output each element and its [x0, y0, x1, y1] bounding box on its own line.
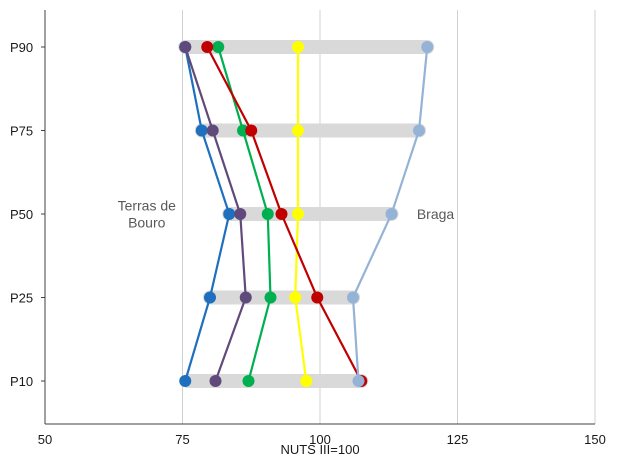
point-series-1-P25 [204, 291, 216, 304]
gridlines [182, 10, 596, 424]
annotation-1-line-2: Bouro [128, 215, 166, 231]
y-tick-label-P25: P25 [10, 291, 33, 306]
point-series-5-P50 [275, 208, 288, 220]
annotation-2-line-1: Braga [417, 206, 455, 222]
y-tick-label-P50: P50 [10, 207, 33, 222]
point-series-1-P75 [195, 124, 208, 137]
point-series-6-P25 [347, 291, 359, 304]
point-series-5-P75 [245, 124, 258, 137]
point-series-5-P90 [201, 41, 214, 53]
point-series-2-P10 [209, 375, 222, 387]
point-series-2-P90 [179, 41, 192, 53]
annotation-1-line-1: Terras de [118, 198, 177, 214]
y-tick-label-P10: P10 [10, 374, 33, 389]
point-series-4-P90 [292, 41, 304, 53]
point-series-6-P90 [421, 41, 434, 53]
point-series-1-P50 [223, 208, 236, 220]
point-series-2-P50 [234, 208, 247, 220]
x-tick-label-150: 150 [584, 432, 606, 447]
y-tick-label-P90: P90 [10, 40, 33, 55]
point-series-3-P25 [264, 291, 277, 304]
x-tick-label-125: 125 [447, 432, 469, 447]
point-series-5-P25 [311, 291, 324, 304]
point-series-6-P75 [413, 124, 425, 137]
point-series-6-P10 [352, 375, 365, 387]
point-series-1-P10 [179, 375, 192, 387]
point-series-2-P75 [206, 124, 219, 137]
x-tick-label-100: 100 [309, 432, 331, 447]
point-series-6-P50 [385, 208, 398, 220]
point-series-3-P90 [212, 41, 225, 53]
y-tick-label-P75: P75 [10, 124, 33, 139]
x-tick-label-50: 50 [38, 432, 52, 447]
point-series-4-P10 [300, 375, 313, 387]
point-series-2-P25 [239, 291, 252, 304]
point-series-4-P25 [289, 291, 302, 304]
point-series-3-P50 [261, 208, 274, 220]
point-series-4-P75 [292, 124, 304, 137]
point-series-3-P10 [242, 375, 255, 387]
point-series-4-P50 [292, 208, 304, 220]
series-points [179, 41, 434, 387]
tick-labels: 50 75 100 125 150 P90 P75 P50 P25 P10 [10, 40, 606, 447]
x-tick-label-75: 75 [175, 432, 189, 447]
point-series-3-P75 [237, 124, 249, 137]
x-axis-label: NUTS III=100 [280, 442, 359, 457]
axes [41, 10, 595, 425]
